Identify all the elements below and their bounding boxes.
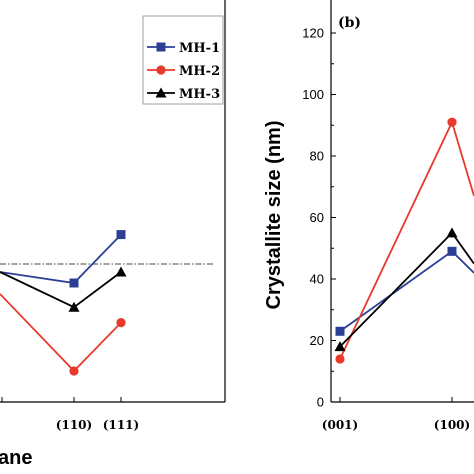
y-tick-label-b-3: 60 [310, 210, 324, 225]
series-line-b-mh-1 [339, 250, 474, 333]
legend-box [142, 15, 224, 105]
panel-label-b: (b) [338, 15, 361, 31]
marker-b-mh-2-0 [335, 354, 345, 364]
marker-a-mh-2-0 [69, 366, 79, 376]
marker-a-mh-1-0 [69, 278, 79, 288]
series-line-a-mh-2 [0, 293, 122, 373]
marker-b-mh-2-1 [447, 117, 457, 127]
marker-a-mh-3-1 [115, 266, 127, 277]
legend-marker-mh-3 [155, 87, 167, 98]
x-tick-label-b-1: (100) [434, 418, 470, 432]
y-tick-label-b-1: 20 [310, 333, 324, 348]
legend-label-mh-3: MH-3 [179, 87, 220, 102]
y-tick-label-b-0: 0 [317, 395, 324, 410]
series-line-a-mh-3 [0, 271, 122, 309]
y-tick-label-b-2: 40 [310, 272, 324, 287]
panel-a: (110) (111) ane MH-1 MH-2 MH-3 [0, 0, 226, 469]
y-tick-label-b-4: 80 [310, 149, 324, 164]
marker-a-mh-1-1 [116, 230, 126, 240]
x-tick-label-a-1: (111) [103, 418, 139, 432]
panel-b: 0 20 40 60 80 100 120 (001) (100) Crystallite siz… [263, 0, 474, 432]
y-axis-title-b: Crystallite size (nm) [263, 121, 285, 310]
series-line-a-mh-1 [0, 233, 122, 284]
legend-label-mh-1: MH-1 [179, 41, 220, 56]
legend-marker-mh-1 [156, 42, 166, 52]
legend-marker-mh-2 [156, 65, 166, 75]
marker-b-mh-1-0 [335, 326, 345, 336]
x-axis-title-a-partial: ane [0, 447, 32, 469]
series-line-b-mh-2 [339, 119, 474, 360]
legend-a: MH-1 MH-2 MH-3 [142, 15, 224, 105]
marker-a-mh-2-1 [116, 318, 126, 328]
marker-a-mh-3-0 [68, 301, 80, 312]
marker-b-mh-3-1 [446, 227, 458, 238]
marker-b-mh-3-0 [334, 341, 346, 352]
y-tick-label-b-5: 100 [302, 87, 324, 102]
x-tick-label-a-0: (110) [56, 418, 92, 432]
x-tick-label-b-0: (001) [322, 418, 358, 432]
y-tick-label-b-6: 120 [302, 26, 324, 41]
legend-label-mh-2: MH-2 [179, 64, 220, 79]
marker-b-mh-1-1 [447, 246, 457, 256]
